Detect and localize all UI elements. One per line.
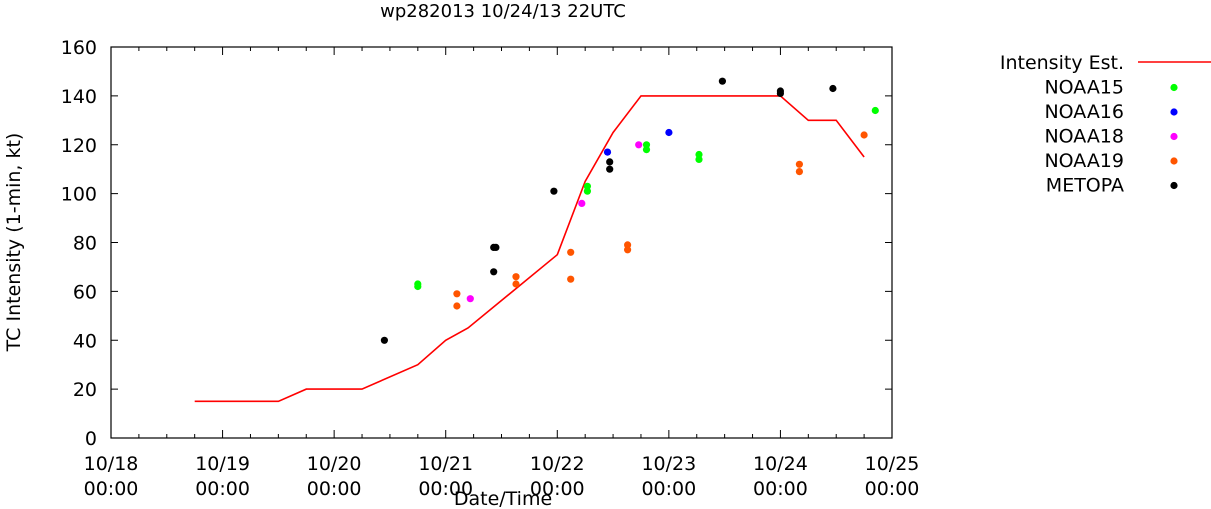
point-noaa19 bbox=[512, 273, 520, 281]
point-noaa18 bbox=[635, 141, 643, 149]
point-noaa19 bbox=[624, 241, 632, 249]
y-tick-label: 80 bbox=[73, 233, 97, 255]
legend-swatch-point bbox=[1170, 157, 1178, 165]
x-tick-label: 10/20 bbox=[307, 453, 362, 475]
legend-label: METOPA bbox=[1046, 175, 1124, 197]
point-noaa19 bbox=[453, 302, 461, 310]
x-tick-label: 10/25 bbox=[865, 453, 920, 475]
point-noaa15 bbox=[414, 280, 422, 288]
x-tick-label: 10/23 bbox=[641, 453, 696, 475]
point-metopa bbox=[490, 268, 498, 276]
x-tick-label: 10/22 bbox=[530, 453, 585, 475]
y-tick-label: 140 bbox=[61, 86, 97, 108]
y-tick-label: 120 bbox=[61, 135, 97, 157]
legend-label: NOAA19 bbox=[1044, 150, 1124, 172]
legend-label: Intensity Est. bbox=[1000, 52, 1124, 74]
legend-swatch-point bbox=[1170, 83, 1178, 92]
point-metopa bbox=[606, 165, 614, 173]
y-tick-label: 40 bbox=[73, 330, 97, 352]
legend-label: NOAA15 bbox=[1044, 77, 1124, 99]
point-noaa19 bbox=[453, 290, 461, 298]
point-noaa16 bbox=[665, 128, 673, 137]
x-tick-label: 00:00 bbox=[307, 478, 362, 500]
point-metopa bbox=[776, 87, 785, 95]
point-noaa15 bbox=[583, 182, 592, 190]
chart-title: wp282013 10/24/13 22UTC bbox=[380, 1, 626, 22]
x-tick-label: 00:00 bbox=[530, 478, 585, 500]
point-metopa bbox=[492, 243, 500, 251]
point-noaa19 bbox=[512, 280, 520, 288]
point-noaa16 bbox=[603, 148, 612, 156]
point-noaa15 bbox=[695, 150, 703, 159]
legend-swatch-point bbox=[1170, 108, 1178, 116]
y-axis: 0 20 40 60 80 100 120 140 160 bbox=[61, 37, 892, 450]
y-tick-label: 20 bbox=[73, 379, 97, 401]
point-noaa19 bbox=[860, 131, 868, 139]
y-tick-label: 0 bbox=[85, 428, 97, 450]
point-metopa bbox=[380, 336, 388, 344]
point-noaa19 bbox=[795, 168, 804, 176]
point-metopa bbox=[829, 84, 837, 93]
plot-frame bbox=[110, 46, 893, 439]
legend-label: NOAA16 bbox=[1044, 101, 1124, 123]
point-metopa bbox=[606, 158, 614, 166]
plot-border bbox=[110, 46, 893, 439]
point-noaa15 bbox=[642, 141, 651, 149]
plot-series bbox=[194, 77, 879, 403]
point-noaa18 bbox=[466, 295, 474, 303]
point-metopa bbox=[550, 187, 558, 195]
point-noaa18 bbox=[578, 199, 586, 207]
point-metopa bbox=[718, 77, 727, 85]
x-tick-label: 00:00 bbox=[753, 478, 808, 500]
y-tick-label: 100 bbox=[61, 184, 97, 206]
legend-label: NOAA18 bbox=[1044, 126, 1124, 148]
y-tick-label: 160 bbox=[61, 37, 97, 59]
x-tick-label: 00:00 bbox=[641, 478, 696, 500]
y-tick-label: 60 bbox=[73, 281, 97, 303]
point-noaa15 bbox=[871, 106, 879, 115]
point-noaa19 bbox=[567, 248, 575, 256]
x-tick-label: 00:00 bbox=[418, 478, 473, 500]
series-line-intensity-est bbox=[194, 95, 865, 403]
x-tick-label: 10/19 bbox=[195, 453, 250, 475]
y-axis-label: TC Intensity (1-min, kt) bbox=[3, 133, 25, 353]
x-axis-label: Date/Time bbox=[454, 488, 552, 509]
x-axis: 10/18 00:00 10/19 00:00 10/20 00:00 10/21 00:00… bbox=[84, 47, 920, 500]
point-noaa19 bbox=[795, 160, 804, 168]
x-tick-label: 10/18 bbox=[84, 453, 139, 475]
x-tick-label: 10/24 bbox=[753, 453, 808, 475]
legend-swatch-point bbox=[1170, 181, 1178, 190]
x-tick-label: 00:00 bbox=[865, 478, 920, 500]
legend-swatch-point bbox=[1170, 132, 1178, 141]
x-tick-label: 00:00 bbox=[195, 478, 250, 500]
point-noaa19 bbox=[567, 275, 575, 283]
x-tick-label: 00:00 bbox=[84, 478, 139, 500]
x-tick-label: 10/21 bbox=[418, 453, 473, 475]
